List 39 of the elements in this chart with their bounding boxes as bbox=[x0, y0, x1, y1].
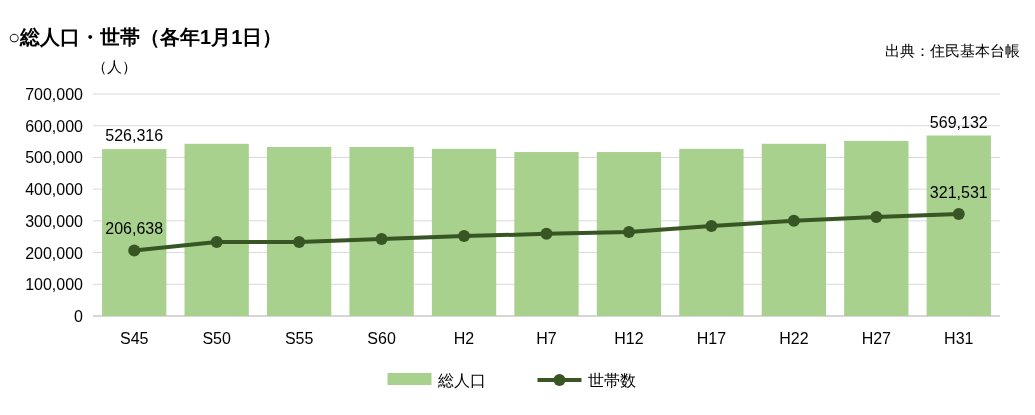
point bbox=[375, 232, 388, 245]
y-axis-title: （人） bbox=[92, 58, 137, 75]
y-tick-label: 100,000 bbox=[25, 276, 84, 294]
y-tick-label: 500,000 bbox=[25, 149, 84, 167]
y-tick-label: 600,000 bbox=[25, 117, 84, 135]
y-tick-label: 300,000 bbox=[25, 212, 84, 230]
point bbox=[787, 214, 800, 227]
legend-label: 総人口 bbox=[436, 372, 486, 389]
chart-title: ○総人口・世帯（各年1月1日） bbox=[8, 26, 283, 48]
x-tick-label: H31 bbox=[944, 330, 974, 347]
y-tick-label: 700,000 bbox=[25, 86, 84, 103]
y-tick-label: 200,000 bbox=[25, 244, 84, 262]
point bbox=[540, 227, 553, 240]
y-tick-label: 0 bbox=[74, 308, 84, 325]
data-label: 321,531 bbox=[929, 184, 988, 202]
source-note: 出典：住民基本台帳 bbox=[885, 42, 1020, 59]
x-tick-label: H27 bbox=[861, 330, 892, 347]
point bbox=[128, 244, 141, 257]
point bbox=[458, 230, 471, 243]
data-label: 526,316 bbox=[105, 127, 164, 145]
data-label: 206,638 bbox=[105, 220, 164, 238]
point bbox=[870, 211, 883, 224]
y-tick-label: 400,000 bbox=[25, 181, 84, 199]
point bbox=[293, 236, 306, 249]
point bbox=[705, 219, 718, 232]
x-tick-label: H17 bbox=[696, 330, 727, 347]
data-label: 569,132 bbox=[929, 113, 988, 131]
x-tick-label: H22 bbox=[779, 330, 809, 347]
x-tick-label: S50 bbox=[202, 330, 232, 347]
point bbox=[952, 208, 965, 221]
x-tick-label: H7 bbox=[536, 330, 557, 347]
x-tick-label: H2 bbox=[453, 330, 475, 347]
legend-label: 世帯数 bbox=[587, 372, 636, 389]
point bbox=[210, 236, 223, 249]
x-tick-label: S55 bbox=[284, 330, 314, 347]
x-tick-label: H12 bbox=[614, 330, 644, 347]
x-tick-label: S60 bbox=[367, 330, 396, 347]
x-tick-label: S45 bbox=[119, 330, 149, 347]
point bbox=[622, 225, 635, 238]
